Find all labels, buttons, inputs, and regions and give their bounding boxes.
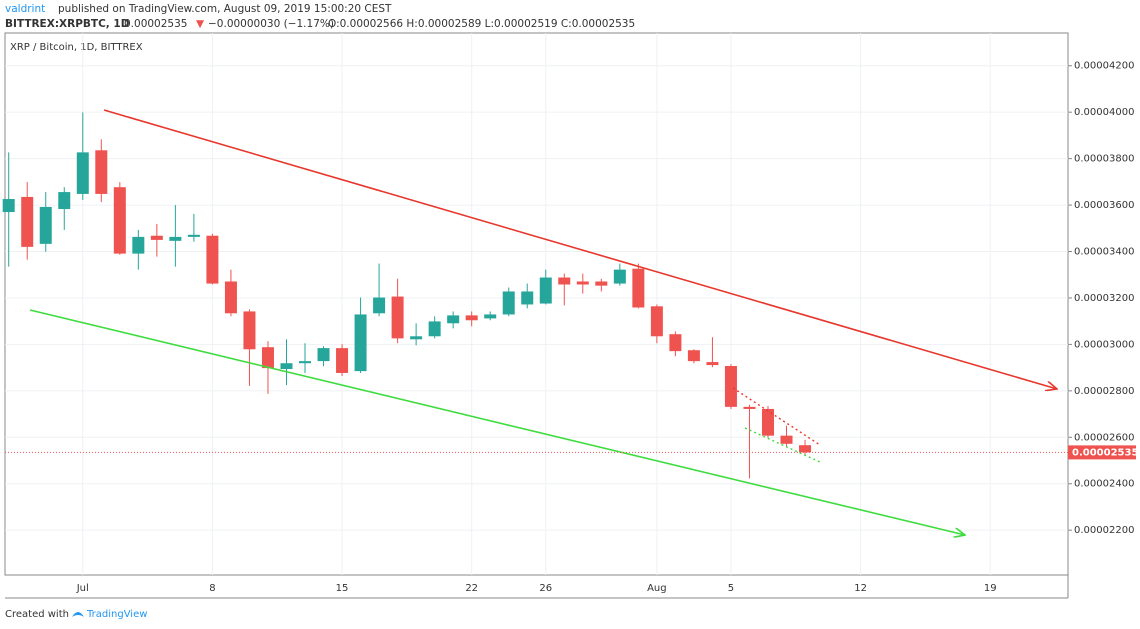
candle-body <box>613 269 626 284</box>
y-tick-label: 0.00003600 <box>1074 200 1134 211</box>
candle-body <box>780 435 793 444</box>
x-tick-label: 19 <box>984 583 997 594</box>
published: published on TradingView.com, August 09,… <box>58 3 392 15</box>
candle-body <box>373 297 386 314</box>
y-tick-label: 0.00003200 <box>1074 293 1134 304</box>
candle-body <box>724 366 737 407</box>
arrow: ▼ <box>196 18 205 30</box>
candle-body <box>317 348 330 362</box>
candle-body <box>113 187 126 254</box>
candle-body <box>150 235 163 240</box>
candle-body <box>743 406 756 409</box>
candle-body <box>650 306 663 337</box>
footer-brand: TradingView <box>86 609 147 620</box>
candle-body <box>132 236 145 254</box>
candle-body <box>299 361 312 364</box>
candle-body <box>354 314 367 372</box>
x-tick-label: 12 <box>854 583 867 594</box>
candle-body <box>224 281 237 314</box>
trend-line <box>732 387 821 446</box>
x-tick-label: 22 <box>465 583 478 594</box>
x-tick-label: 8 <box>209 583 215 594</box>
candle-body <box>243 311 256 350</box>
candle-body <box>2 199 15 213</box>
y-tick-label: 0.00003000 <box>1074 339 1134 350</box>
candle-body <box>280 363 293 370</box>
candle-body <box>687 350 700 362</box>
candle-body <box>95 150 108 194</box>
candle-body <box>261 347 274 369</box>
candle-body <box>558 277 571 285</box>
trend-line <box>103 109 1057 389</box>
candle-body <box>484 314 497 319</box>
logo <box>72 612 84 617</box>
candle-body <box>595 281 608 286</box>
candle-body <box>391 296 404 339</box>
candle-body <box>576 281 589 285</box>
x-tick-label: 26 <box>539 583 552 594</box>
candle-body <box>39 206 52 244</box>
y-tick-label: 0.00002400 <box>1074 479 1134 490</box>
trend-line <box>744 427 821 463</box>
candle-body <box>169 236 182 241</box>
x-tick-label: Jul <box>76 583 89 594</box>
candle-body <box>465 315 478 321</box>
y-tick-label: 0.00003800 <box>1074 154 1134 165</box>
candle-body <box>632 268 645 308</box>
x-tick-label: 15 <box>336 583 349 594</box>
x-tick-label: Aug <box>647 583 667 594</box>
candle-body <box>447 315 460 324</box>
symbol: BITTREX:XRPBTC, 1D <box>5 18 130 30</box>
candle-body <box>761 408 774 436</box>
price-label: 0.00002535 <box>1072 447 1138 458</box>
candle-body <box>76 152 89 194</box>
candle-body <box>669 334 682 352</box>
candle-body <box>410 336 423 340</box>
candle-body <box>187 234 200 237</box>
price: 0.00002535 <box>124 18 187 30</box>
candle-body <box>706 362 719 366</box>
plot-frame <box>4 32 1069 576</box>
footer-text: Created with <box>5 609 69 620</box>
y-tick-label: 0.00003400 <box>1074 247 1134 258</box>
candle-body <box>336 348 349 373</box>
x-tick-label: 5 <box>728 583 734 594</box>
ohlc: O:0.00002566 H:0.00002589 L:0.00002519 C… <box>328 18 635 30</box>
candle-body <box>58 192 71 210</box>
candle-body <box>502 291 515 315</box>
candle-body <box>521 291 534 305</box>
y-tick-label: 0.00002200 <box>1074 525 1134 536</box>
change: −0.00000030 (−1.17%) <box>208 18 334 30</box>
y-tick-label: 0.00004000 <box>1074 107 1134 118</box>
candle-body <box>428 321 441 337</box>
legend: XRP / Bitcoin, 1D, BITTREX <box>10 42 143 53</box>
candle-body <box>206 235 219 284</box>
price-label-box <box>1068 445 1136 460</box>
candle-body <box>799 445 812 453</box>
y-tick-label: 0.00004200 <box>1074 61 1134 72</box>
candle-body <box>539 277 552 304</box>
user: valdrint <box>5 3 45 15</box>
candle-body <box>21 196 34 247</box>
y-tick-label: 0.00002800 <box>1074 386 1134 397</box>
trend-line <box>29 309 965 535</box>
y-tick-label: 0.00002600 <box>1074 432 1134 443</box>
